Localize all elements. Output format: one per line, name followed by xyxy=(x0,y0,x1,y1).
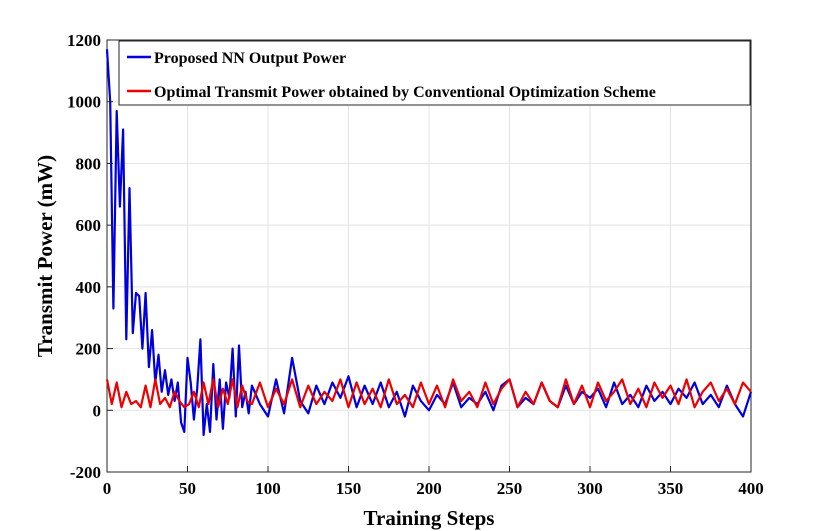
y-tick-label: 200 xyxy=(76,340,102,359)
y-tick-label: 800 xyxy=(76,154,102,173)
legend-label-optimal: Optimal Transmit Power obtained by Conve… xyxy=(154,84,656,101)
x-tick-label: 0 xyxy=(103,479,112,498)
y-tick-label: 1000 xyxy=(67,93,101,112)
legend-box xyxy=(118,40,751,106)
tick-labels: 0 50 100 150 200 250 300 350 400-200020040060080… xyxy=(67,31,764,498)
x-tick-label: 150 xyxy=(336,479,362,498)
y-tick-label: -200 xyxy=(70,463,101,482)
y-tick-label: 600 xyxy=(76,216,102,235)
y-axis-label: Transmit Power (mW) xyxy=(33,155,57,357)
series-line-optimal-power xyxy=(105,378,752,409)
x-tick-label: 350 xyxy=(658,479,684,498)
x-axis-label: Training Steps xyxy=(364,506,495,530)
x-tick-label: 400 xyxy=(738,479,764,498)
x-tick-label: 250 xyxy=(497,479,523,498)
legend-label-nn: Proposed NN Output Power xyxy=(154,50,346,67)
x-tick-label: 300 xyxy=(577,479,603,498)
series-line-nn-output xyxy=(105,49,753,437)
x-tick-label: 50 xyxy=(179,479,196,498)
y-tick-label: 1200 xyxy=(67,31,101,50)
y-tick-label: 400 xyxy=(76,278,102,297)
x-tick-label: 100 xyxy=(255,479,281,498)
y-tick-label: 0 xyxy=(93,401,102,420)
x-tick-label: 200 xyxy=(416,479,442,498)
legend: Proposed NN Output Power Optimal Transmi… xyxy=(118,40,751,106)
series-layer xyxy=(105,49,753,437)
